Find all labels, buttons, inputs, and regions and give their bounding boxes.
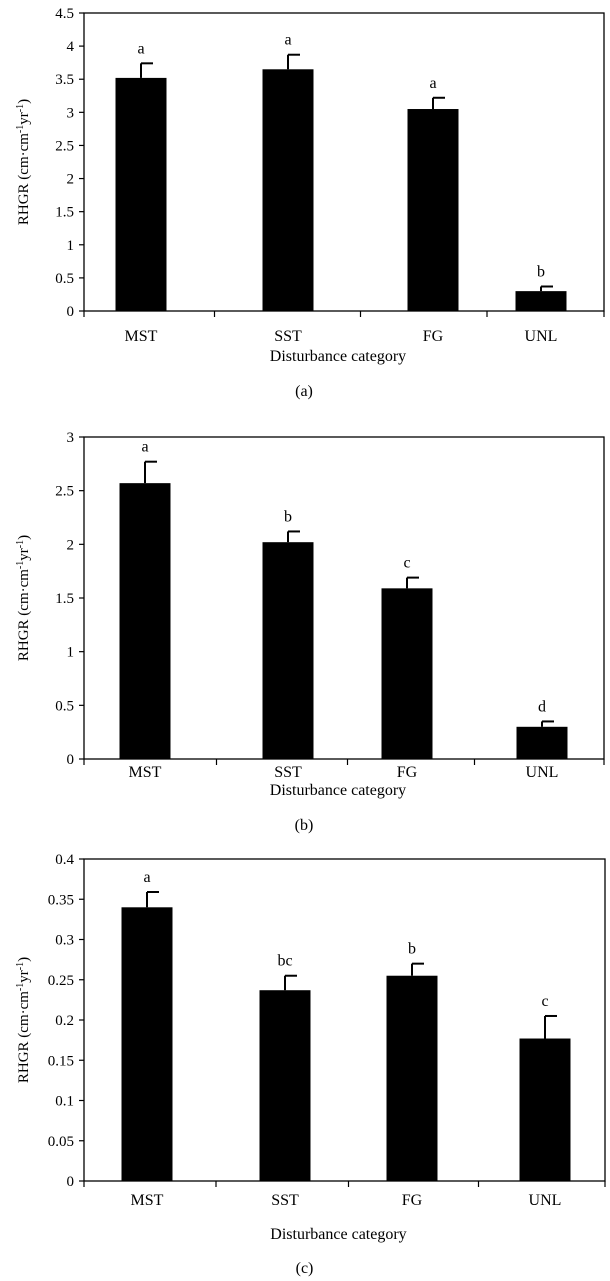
panel-a-y-tick-label: 3 bbox=[67, 105, 75, 121]
panel-c-sig-letter-mst: a bbox=[143, 869, 150, 886]
panel-a-bar-unl bbox=[515, 291, 567, 311]
panel-c-y-tick-label: 0.25 bbox=[48, 973, 74, 989]
panel-a-sig-letter-unl: b bbox=[537, 263, 545, 280]
panel-c-category-label-mst: MST bbox=[131, 1192, 164, 1209]
panel-c-y-tick-label: 0.35 bbox=[48, 892, 74, 908]
panel-b-y-tick-label: 1 bbox=[67, 645, 75, 661]
panel-c-y-tick-label: 0.05 bbox=[48, 1134, 74, 1150]
panel-c-category-label-sst: SST bbox=[271, 1192, 299, 1209]
panel-a-y-tick-label: 4.5 bbox=[55, 6, 74, 22]
panel-b: 0 0.5 1 1.5 2 2.5 3 a MST b SST c FG d UNL Disturbance … bbox=[15, 430, 605, 834]
panel-c-bar-sst bbox=[259, 990, 311, 1181]
panel-b-label: (b) bbox=[295, 817, 314, 834]
panel-b-bar-sst bbox=[262, 542, 314, 759]
panel-c-sig-letter-unl: c bbox=[541, 993, 548, 1010]
panel-c-bar-mst bbox=[121, 907, 173, 1181]
panel-a-y-axis-title-part: yr bbox=[16, 112, 32, 125]
panel-a-sig-letter-mst: a bbox=[137, 40, 144, 57]
panel-a-bar-sst bbox=[262, 69, 314, 312]
panel-a-plot-frame bbox=[83, 12, 605, 312]
panel-b-sig-letter-sst: b bbox=[284, 508, 292, 525]
panel-c-y-axis-title-part: RHGR (cm·cm bbox=[16, 991, 32, 1083]
panel-a-x-axis-title: Disturbance category bbox=[270, 348, 406, 365]
panel-b-y-axis-title-part: ) bbox=[16, 535, 32, 540]
panel-c-y-tick-label: 0.1 bbox=[55, 1094, 74, 1110]
panel-c-y-axis-title-part: -1 bbox=[15, 962, 26, 970]
panel-b-category-label-mst: MST bbox=[129, 764, 162, 781]
panel-c-category-label-unl: UNL bbox=[529, 1192, 562, 1209]
panel-b-y-tick-label: 2 bbox=[67, 537, 75, 553]
panel-c-sig-letter-sst: bc bbox=[277, 953, 292, 970]
panel-b-y-tick-label: 3 bbox=[67, 430, 75, 446]
panel-a-sig-letter-sst: a bbox=[284, 32, 291, 49]
panel-c: 0 0.05 0.1 0.15 0.2 0.25 0.3 0.35 0.4 a MST bc SST b F… bbox=[15, 852, 606, 1277]
panel-a-bar-fg bbox=[407, 109, 459, 312]
panel-c-category-label-fg: FG bbox=[402, 1192, 423, 1209]
panel-a-y-tick-label: 1 bbox=[67, 238, 75, 254]
panel-a-y-axis-title-part: ) bbox=[16, 99, 32, 104]
panel-b-category-label-unl: UNL bbox=[526, 764, 559, 781]
panel-b-y-tick-label: 0 bbox=[67, 752, 75, 768]
panel-b-y-tick-label: 2.5 bbox=[55, 484, 74, 500]
panel-a-sig-letter-fg: a bbox=[429, 75, 436, 92]
panel-c-sig-letter-fg: b bbox=[408, 941, 416, 958]
panel-b-x-axis-title: Disturbance category bbox=[270, 782, 406, 799]
panel-c-label: (c) bbox=[296, 1260, 314, 1277]
panel-c-y-tick-label: 0 bbox=[67, 1174, 75, 1190]
panel-a-y-axis-title: RHGR (cm·cm-1yr-1) bbox=[15, 99, 33, 225]
panel-b-sig-letter-mst: a bbox=[141, 439, 148, 456]
panel-c-y-axis-title-part: yr bbox=[16, 970, 32, 983]
panel-a-category-label-mst: MST bbox=[125, 328, 158, 345]
panel-a-y-tick-label: 0.5 bbox=[55, 271, 74, 287]
panel-c-bar-fg bbox=[386, 975, 438, 1181]
panel-c-bar-unl bbox=[519, 1038, 571, 1181]
panel-c-y-tick-label: 0.2 bbox=[55, 1013, 74, 1029]
panel-b-bar-mst bbox=[119, 483, 171, 759]
panel-a-y-axis-title-part: -1 bbox=[15, 104, 26, 112]
panel-a-category-label-fg: FG bbox=[423, 328, 444, 345]
panel-b-category-label-fg: FG bbox=[397, 764, 418, 781]
panel-c-x-axis-title: Disturbance category bbox=[270, 1226, 406, 1243]
panel-b-y-axis-title: RHGR (cm·cm-1yr-1) bbox=[15, 535, 33, 661]
panel-b-category-label-sst: SST bbox=[274, 764, 302, 781]
panel-a: 0 0.5 1 1.5 2 2.5 3 3.5 4 4.5 a MST a SST a FG b UNL Distu… bbox=[15, 6, 605, 400]
panel-c-y-tick-label: 0.4 bbox=[55, 852, 74, 868]
panel-a-y-tick-label: 4 bbox=[67, 39, 75, 55]
panel-b-sig-letter-fg: c bbox=[403, 555, 410, 572]
panel-c-y-axis-title: RHGR (cm·cm-1yr-1) bbox=[15, 957, 33, 1083]
panel-a-y-tick-label: 3.5 bbox=[55, 72, 74, 88]
panel-a-category-label-sst: SST bbox=[274, 328, 302, 345]
panel-a-y-tick-label: 2 bbox=[67, 172, 75, 188]
panel-b-y-tick-label: 1.5 bbox=[55, 591, 74, 607]
panel-a-bar-mst bbox=[115, 77, 167, 311]
panel-b-y-tick-label: 0.5 bbox=[55, 698, 74, 714]
panel-b-y-axis-title-part: -1 bbox=[15, 540, 26, 548]
panel-c-y-axis-title-part: -1 bbox=[15, 983, 26, 991]
panel-c-y-tick-label: 0.3 bbox=[55, 933, 74, 949]
panel-a-label: (a) bbox=[295, 383, 313, 400]
panel-a-y-tick-label: 0 bbox=[67, 304, 75, 320]
panel-c-y-tick-label: 0.15 bbox=[48, 1053, 74, 1069]
panel-a-y-axis-title-part: RHGR (cm·cm bbox=[16, 133, 32, 225]
panel-a-y-tick-label: 2.5 bbox=[55, 138, 74, 154]
panel-b-y-axis-title-part: RHGR (cm·cm bbox=[16, 569, 32, 661]
panel-a-category-label-unl: UNL bbox=[525, 328, 558, 345]
panel-b-y-axis-title-part: -1 bbox=[15, 561, 26, 569]
panel-b-bar-fg bbox=[381, 588, 433, 759]
panel-a-y-axis-title-part: -1 bbox=[15, 125, 26, 133]
panel-b-y-axis-title-part: yr bbox=[16, 548, 32, 561]
panel-a-y-tick-label: 1.5 bbox=[55, 205, 74, 221]
panel-b-bar-unl bbox=[516, 726, 568, 759]
panel-c-y-axis-title-part: ) bbox=[16, 957, 32, 962]
panel-b-sig-letter-unl: d bbox=[538, 698, 546, 715]
